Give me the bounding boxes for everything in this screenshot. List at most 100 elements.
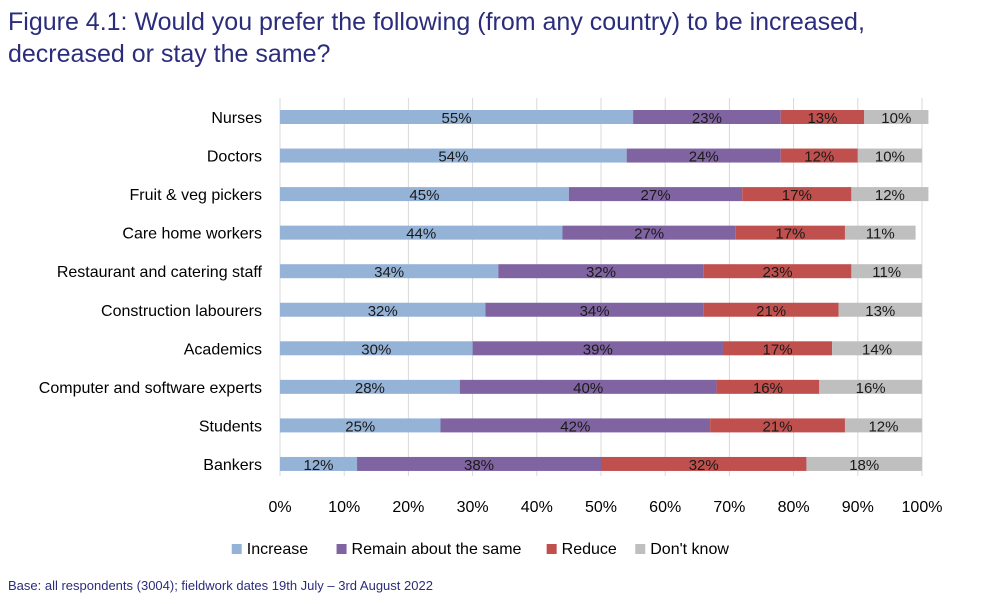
data-label: 17% [763,341,793,358]
data-label: 16% [753,380,783,397]
x-tick-label: 10% [328,499,360,516]
x-tick-label: 70% [713,499,745,516]
bar-segment [562,225,736,240]
category-label: Restaurant and catering staff [57,264,263,281]
data-label: 12% [804,149,834,166]
data-label: 45% [409,187,439,204]
data-label: 54% [438,149,468,166]
bar-segment [280,379,460,394]
bar-segment [357,456,601,471]
bar-segment [280,225,563,240]
bar-segment [832,341,922,356]
data-label: 11% [866,226,895,243]
bar-segment [280,302,486,317]
data-label: 32% [689,457,719,474]
bar-segment [819,379,922,394]
bar-segment [780,110,865,124]
x-tick-label: 50% [585,499,617,516]
bar-segment [280,148,627,163]
x-axis-tick-labels: 0% 10% 20% 30% 40% 50% 60% 70% 80% 90% 100% [268,499,942,516]
data-label: 32% [586,264,616,281]
data-label: 23% [763,264,793,281]
category-label: Nurses [211,110,262,127]
data-label: 18% [849,457,879,474]
bar-segment [716,379,820,394]
bar-segment [864,110,929,124]
data-label: 38% [464,457,494,474]
x-tick-label: 60% [649,499,681,516]
category-label: Doctors [207,149,262,166]
bar-segment [498,264,704,279]
category-label: Students [199,418,262,435]
legend-label: Reduce [562,541,617,558]
data-label: 28% [355,380,385,397]
bar-segment [280,187,569,202]
category-labels: Nurses Doctors Fruit & veg pickers Care hom… [39,110,263,474]
legend-label: Increase [247,541,308,558]
data-label: 34% [580,303,610,320]
bar-segment [568,187,743,202]
data-label: 11% [872,264,901,281]
data-label: 13% [865,303,895,320]
x-tick-label: 40% [521,499,553,516]
data-label: 21% [756,303,786,320]
bar-segment [459,379,717,394]
category-label: Fruit & veg pickers [130,187,262,204]
category-label: Construction labourers [101,303,262,320]
data-label: 12% [304,457,334,474]
legend-swatch [635,544,646,554]
data-label: 16% [856,380,886,397]
bar-segment [742,187,852,202]
bar-segment [735,225,845,240]
bar-segment [703,264,852,279]
data-label: 42% [560,418,590,435]
data-label: 30% [361,341,391,358]
category-label: Care home workers [122,226,262,243]
data-label: 24% [689,149,719,166]
chart-title: Figure 4.1: Would you prefer the followi… [8,6,988,70]
x-tick-label: 20% [392,499,424,516]
data-label: 39% [583,341,613,358]
data-label: 27% [641,187,671,204]
data-label: 44% [406,226,436,243]
data-label: 14% [862,341,892,358]
bars: 55% 23% 13% 10% 54% 24% 12% 10% 45% 27% 17% 12% 44% 2… [280,110,929,474]
data-label: 25% [345,418,375,435]
data-label: 10% [875,149,905,166]
x-tick-label: 0% [268,499,291,516]
legend-swatch [546,544,557,554]
bar-segment [626,148,781,163]
bar-segment [601,456,807,471]
data-label: 17% [775,226,805,243]
category-label: Academics [184,341,262,358]
category-label: Bankers [203,457,262,474]
data-label: 32% [368,303,398,320]
bar-segment [851,187,929,202]
category-label: Computer and software experts [39,380,262,397]
bar-segment [472,341,723,356]
x-tick-label: 90% [842,499,874,516]
data-label: 34% [374,264,404,281]
data-label: 23% [692,110,722,127]
bar-segment [280,341,473,356]
bar-segment [280,456,358,471]
data-label: 27% [634,226,664,243]
legend: Increase Remain about the same Reduce Don't… [231,541,729,558]
chart-footnote: Base: all respondents (3004); fieldwork … [8,578,433,593]
legend-swatch [336,544,347,554]
x-tick-label: 80% [778,499,810,516]
bar-segment [280,418,441,433]
bar-segment [857,148,922,163]
legend-label: Don't know [650,541,729,558]
bar-segment [806,456,922,471]
bar-segment [703,302,839,317]
bar-segment [280,264,499,279]
data-label: 55% [442,110,472,127]
bar-segment [633,110,781,124]
data-label: 21% [763,418,793,435]
bar-segment [780,148,858,163]
bar-segment [280,110,634,124]
bar-segment [844,418,922,433]
